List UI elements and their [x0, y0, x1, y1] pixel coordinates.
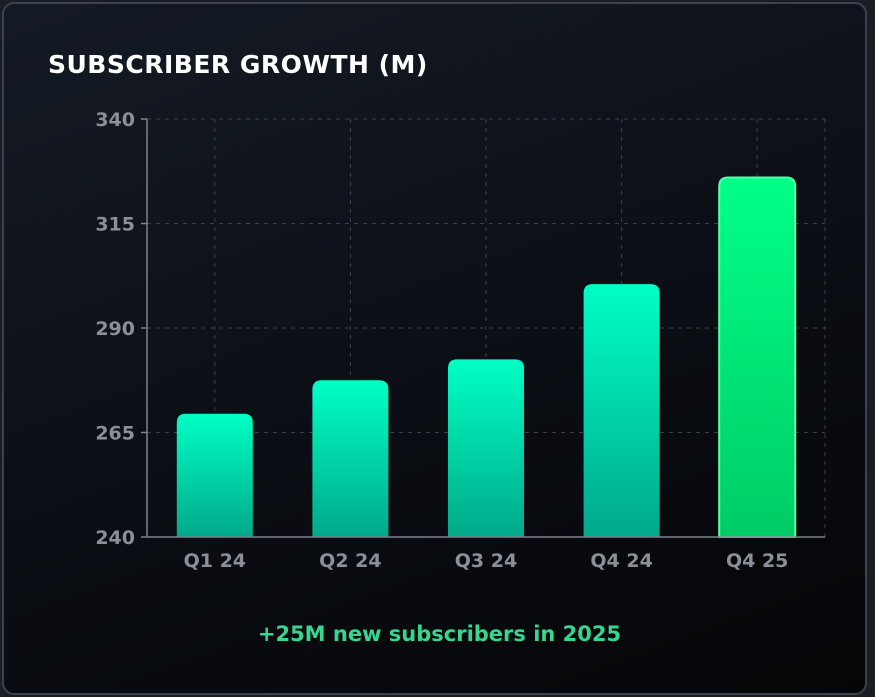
y-tick-label: 290 — [95, 318, 135, 340]
x-tick-label: Q4 25 — [726, 550, 788, 572]
bars — [176, 176, 797, 538]
bar-q3-24 — [448, 359, 524, 537]
y-tick-label: 265 — [95, 423, 135, 445]
x-tick-label: Q2 24 — [319, 550, 381, 572]
y-tick-label: 340 — [95, 109, 135, 131]
y-tick-label: 240 — [95, 527, 135, 549]
y-tick-labels: 240 265 290 315 340 — [95, 109, 147, 549]
bar-q2-24 — [312, 380, 389, 537]
bar-q1-24 — [176, 413, 253, 537]
x-tick-label: Q3 24 — [455, 550, 517, 572]
chart-title: SUBSCRIBER GROWTH (M) — [48, 50, 428, 79]
footer-note: +25M new subscribers in 2025 — [257, 622, 622, 646]
x-tick-labels: Q1 24 Q2 24 Q3 24 Q4 24 Q4 25 — [184, 550, 789, 572]
bar-chart: 240 265 290 315 340 Q1 24 Q2 24 Q3 24 Q4 24 Q4 2… — [95, 109, 826, 572]
bar-q4-25 — [718, 176, 797, 538]
x-tick-label: Q1 24 — [184, 550, 246, 572]
x-tick-label: Q4 24 — [590, 550, 652, 572]
y-tick-label: 315 — [95, 214, 135, 236]
bar-q4-24 — [583, 284, 660, 537]
